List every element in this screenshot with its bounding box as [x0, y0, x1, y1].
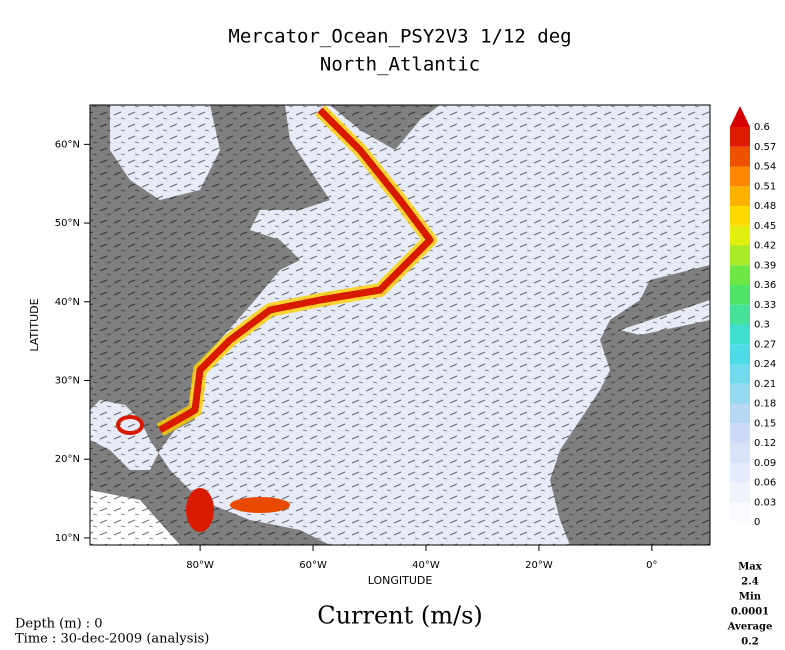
colorbar-segment — [730, 304, 750, 325]
colorbar-segment — [730, 225, 750, 246]
colorbar-segment — [730, 383, 750, 404]
colorbar-label: 0.03 — [754, 497, 776, 508]
colorbar-label: 0.3 — [754, 320, 770, 331]
y-tick-label: 10°N — [55, 533, 80, 544]
colorbar-label: 0.48 — [754, 201, 776, 212]
colorbar-segment — [730, 146, 750, 167]
stat-value: 0.2 — [741, 637, 758, 648]
gulf-loop — [116, 415, 144, 435]
colorbar-label: 0.57 — [754, 142, 776, 153]
colorbar-segment — [730, 127, 750, 147]
stat-value: 0.0001 — [731, 607, 769, 618]
colorbar-segment — [730, 166, 750, 187]
x-tick-label: 20°W — [525, 560, 553, 571]
title: Mercator_Ocean_PSY2V3 1/12 deg — [228, 26, 571, 48]
colorbar-segment — [730, 462, 750, 483]
variable-label: Current (m/s) — [317, 602, 483, 630]
y-axis-label: LATITUDE — [28, 298, 41, 351]
colorbar-segment — [730, 403, 750, 424]
colorbar-segment — [730, 344, 750, 364]
depth-label: Depth (m) : 0 — [15, 617, 103, 632]
stat-label: Min — [739, 592, 762, 603]
colorbar-segment — [730, 186, 750, 206]
x-tick-label: 0° — [646, 560, 657, 571]
colorbar-label: 0.21 — [754, 379, 776, 390]
time-label: Time : 30-dec-2009 (analysis) — [15, 632, 209, 647]
colorbar-segment — [730, 364, 750, 384]
colorbar-label: 0.18 — [754, 399, 776, 410]
colorbar-label: 0.27 — [754, 339, 776, 350]
colorbar-label: 0.09 — [754, 458, 776, 469]
current-vectors — [90, 105, 710, 545]
stat-value: 2.4 — [741, 577, 758, 588]
colorbar-segment — [730, 423, 750, 443]
y-tick-label: 40°N — [55, 297, 80, 308]
colorbar-label: 0.12 — [754, 438, 776, 449]
y-tick-label: 30°N — [55, 375, 80, 386]
colorbar-label: 0.42 — [754, 241, 776, 252]
map-field — [89, 104, 711, 546]
y-tick-label: 20°N — [55, 454, 80, 465]
colorbar-segment — [730, 502, 750, 522]
colorbar-label: 0.51 — [754, 181, 776, 192]
map-frame — [89, 104, 711, 546]
x-axis-label: LONGITUDE — [368, 574, 433, 587]
colorbar-label: 0.36 — [754, 280, 776, 291]
subtitle: North_Atlantic — [320, 54, 480, 76]
colorbar-segment — [730, 206, 750, 226]
colorbar-label: 0.45 — [754, 221, 776, 232]
colorbar-segment — [730, 443, 750, 463]
colorbar-label: 0 — [754, 517, 760, 528]
x-tick-label: 60°W — [299, 560, 327, 571]
colorbar-label: 0.15 — [754, 418, 776, 429]
caribbean-current — [230, 497, 290, 513]
colorbar-label: 0.06 — [754, 478, 776, 489]
colorbar-segment — [730, 265, 750, 285]
stat-label: Average — [727, 622, 773, 633]
colorbar-label: 0.6 — [754, 122, 770, 133]
caribbean-eddy — [186, 488, 214, 532]
colorbar-segment — [730, 482, 750, 503]
colorbar-segment — [730, 285, 750, 305]
colorbar-label: 0.54 — [754, 162, 776, 173]
x-tick-label: 80°W — [186, 560, 214, 571]
colorbar-label: 0.24 — [754, 359, 776, 370]
gulf-stream — [158, 107, 434, 434]
colorbar-label: 0.39 — [754, 260, 776, 271]
y-tick-label: 60°N — [55, 139, 80, 150]
x-tick-label: 40°W — [412, 560, 440, 571]
y-tick-label: 50°N — [55, 218, 80, 229]
stat-label: Max — [738, 562, 763, 573]
colorbar-label: 0.33 — [754, 300, 776, 311]
colorbar-segment — [730, 324, 750, 345]
colorbar-segment — [730, 245, 750, 266]
colorbar-arrow — [730, 106, 750, 127]
